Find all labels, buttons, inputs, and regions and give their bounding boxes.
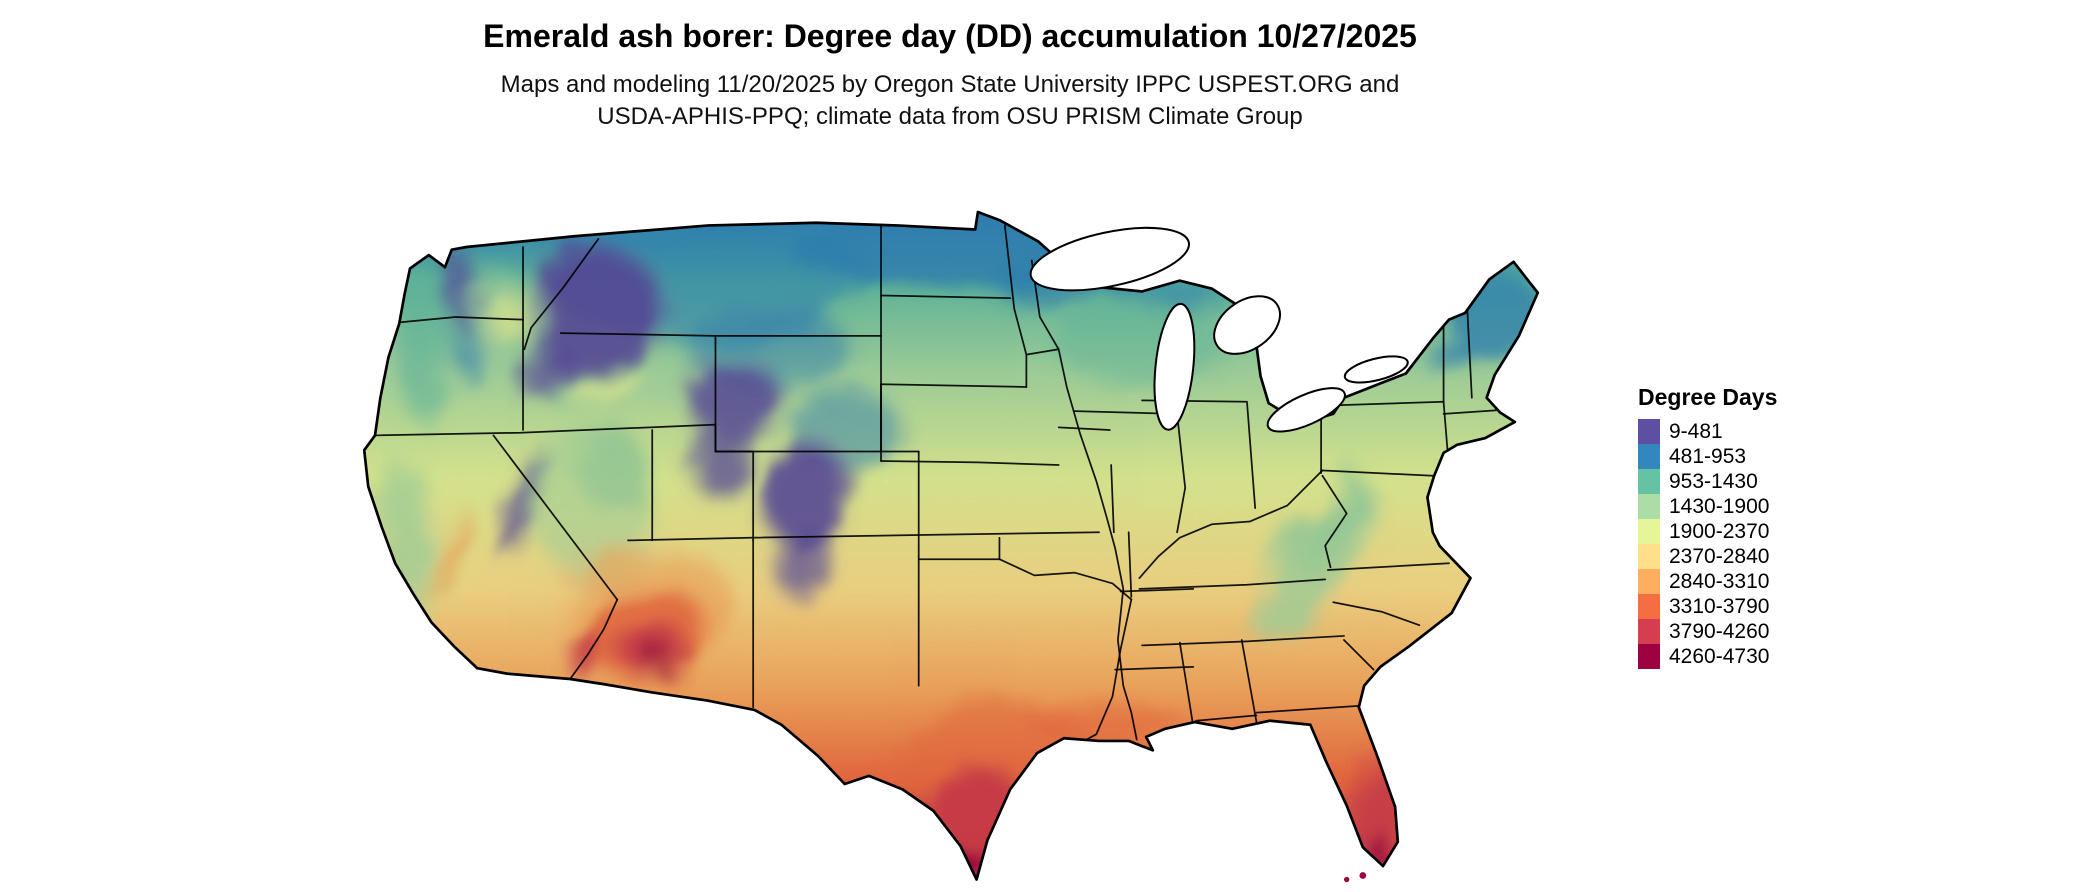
legend-label: 1900-2370 (1669, 520, 1770, 543)
legend-item: 2840-3310 (1638, 569, 1777, 594)
us-map-svg (362, 210, 1540, 883)
map-color-field (364, 212, 1538, 880)
legend-item: 9-481 (1638, 419, 1777, 444)
legend-swatch (1638, 569, 1660, 594)
legend-label: 3310-3790 (1669, 595, 1770, 618)
legend-title: Degree Days (1638, 384, 1778, 410)
header: Emerald ash borer: Degree day (DD) accum… (0, 18, 1900, 135)
legend-item: 2370-2840 (1638, 544, 1777, 569)
subtitle-line-1: Maps and modeling 11/20/2025 by Oregon S… (500, 71, 1400, 98)
great-lakes (1029, 226, 1409, 433)
legend-item: 1900-2370 (1638, 519, 1777, 544)
legend-item: 3310-3790 (1638, 594, 1777, 619)
legend-label: 1430-1900 (1669, 495, 1770, 518)
lake-ontario (1343, 355, 1409, 384)
legend-swatch (1638, 619, 1660, 644)
page-title: Emerald ash borer: Degree day (DD) accum… (483, 18, 1417, 54)
legend-item: 1430-1900 (1638, 494, 1777, 519)
legend-swatch (1638, 444, 1660, 469)
state-borders (374, 224, 1504, 749)
legend-swatch (1638, 519, 1660, 544)
legend-label: 2370-2840 (1669, 545, 1770, 568)
legend-swatch (1638, 544, 1660, 569)
legend: Degree Days 9-481 481-953 953-1430 1430-190… (1638, 384, 1777, 669)
us-degree-day-map (305, 185, 1597, 885)
legend-item: 4260-4730 (1638, 644, 1777, 669)
us-outline (362, 210, 1540, 881)
legend-swatch (1638, 419, 1660, 444)
legend-label: 9-481 (1669, 420, 1723, 443)
florida-keys-dots (1343, 872, 1367, 883)
legend-swatch (1638, 644, 1660, 669)
lake-erie (1266, 387, 1346, 433)
legend-item: 953-1430 (1638, 469, 1777, 494)
lake-superior (1029, 226, 1191, 292)
legend-item: 3790-4260 (1638, 619, 1777, 644)
legend-label: 953-1430 (1669, 470, 1758, 493)
legend-label: 4260-4730 (1669, 645, 1770, 668)
subtitle-line-2: USDA-APHIS-PPQ; climate data from OSU PR… (597, 103, 1303, 130)
legend-items: 9-481 481-953 953-1430 1430-1900 1900-2370 23… (1638, 419, 1777, 669)
lake-michigan (1153, 302, 1196, 431)
legend-label: 481-953 (1669, 445, 1747, 468)
legend-swatch (1638, 594, 1660, 619)
legend-label: 3790-4260 (1669, 620, 1770, 643)
legend-swatch (1638, 494, 1660, 519)
lake-huron (1213, 295, 1281, 355)
legend-label: 2840-3310 (1669, 570, 1770, 593)
legend-item: 481-953 (1638, 444, 1777, 469)
legend-swatch (1638, 469, 1660, 494)
